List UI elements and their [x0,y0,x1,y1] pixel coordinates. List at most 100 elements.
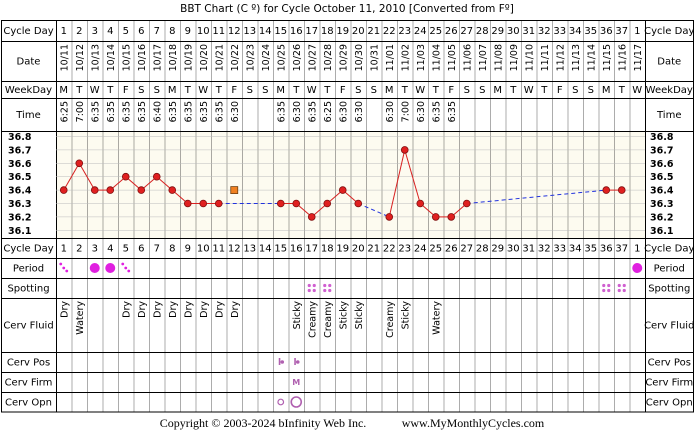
time-cell: 6:35 [121,101,132,122]
row-label-cycle-day-right: Cycle Day [644,244,694,255]
date-cell: 10/21 [214,44,225,71]
cerv-pos-marker [278,358,281,365]
cycle-day-cell-bottom: 36 [600,244,613,255]
weekday-cell: M [493,85,502,96]
cycle-day-cell: 3 [92,26,98,37]
date-cell: 11/12 [555,44,566,71]
weekday-cell: T [432,85,440,96]
spotting-marker [617,283,621,288]
cycle-day-cell-bottom: 34 [569,244,582,255]
weekday-cell: T [618,85,626,96]
temp-point [152,172,161,181]
weekday-cell: T [401,85,409,96]
date-cell: 10/19 [183,44,194,71]
temp-point [431,213,440,221]
cycle-day-cell-bottom: 27 [460,244,473,255]
temp-point [168,186,177,194]
cycle-day-cell: 7 [154,26,160,37]
temp-point [90,186,99,194]
cerv-fluid-cell: Sticky [354,301,365,330]
spotting-marker [307,288,311,293]
row-label-date: Date [17,57,41,68]
cycle-day-cell: 21 [367,26,380,37]
date-cell: 11/04 [431,44,442,71]
cycle-day-cell-bottom: 3 [92,244,98,255]
cycle-day-cell: 11 [212,26,225,37]
date-cell: 10/12 [75,44,86,71]
period-spot-marker [59,262,63,266]
weekday-cell: T [215,85,223,96]
cycle-day-cell-bottom: 17 [305,244,318,255]
spotting-marker [328,288,332,293]
weekday-cell: W [632,85,642,96]
weekday-cell: F [448,85,454,96]
weekday-cell: M [59,85,68,96]
cycle-day-cell-bottom: 33 [553,244,566,255]
date-cell: 11/13 [571,44,582,71]
temp-tick-right: 36.4 [650,186,674,197]
time-cell: 6:30 [385,101,396,122]
time-cell: 6:35 [137,101,148,122]
row-label-cerv-fluid-right: Cerv Fluid [644,321,694,332]
temp-tick-right: 36.2 [650,212,673,223]
period-spot-marker [121,262,125,266]
cycle-day-cell: 14 [259,26,272,37]
time-cell: 6:30 [416,101,427,122]
chart-title: BBT Chart (C º) for Cycle October 11, 20… [180,3,514,15]
cycle-day-cell: 9 [185,26,191,37]
cycle-day-cell: 29 [491,26,504,37]
cycle-day-cell: 27 [460,26,473,37]
cycle-day-cell-bottom: 19 [336,244,349,255]
row-label-cycle-day-right: Cycle Day [644,26,694,37]
date-cell: 10/25 [276,44,287,71]
date-cell: 10/23 [245,44,256,71]
cycle-day-cell: 18 [321,26,334,37]
row-label-cerv-opn-right: Cerv Opn [646,398,693,409]
spotting-marker [323,288,327,293]
cycle-day-cell-bottom: 7 [154,244,160,255]
cycle-day-cell-bottom: 13 [243,244,256,255]
cycle-day-cell: 32 [538,26,551,37]
temp-tick-left: 36.4 [8,186,32,197]
spotting-marker [602,288,606,293]
cycle-day-cell: 31 [522,26,535,37]
row-label-weekday-right: WeekDay [646,85,693,96]
date-cell: 11/15 [602,44,613,71]
footer-site-link[interactable]: www.MyMonthlyCycles.com [402,416,545,430]
weekday-cell: S [262,85,268,96]
weekday-cell: F [557,85,563,96]
cerv-fluid-cell: Creamy [323,301,334,338]
row-label-weekday: WeekDay [5,85,52,96]
cycle-day-cell: 6 [138,26,144,37]
temp-tick-left: 36.1 [8,226,31,237]
row-label-date-right: Date [657,57,681,68]
date-cell: 10/16 [137,44,148,71]
row-label-period: Period [13,264,44,275]
date-cell: 10/27 [307,44,318,71]
period-spot-marker [65,269,69,273]
time-cell: 6:35 [214,101,225,122]
weekday-cell: S [371,85,377,96]
cycle-day-cell-bottom: 28 [476,244,489,255]
cycle-day-cell-bottom: 2 [76,244,82,255]
cycle-day-cell: 35 [584,26,597,37]
row-label-spotting-right: Spotting [648,284,690,295]
time-cell: 6:35 [447,101,458,122]
weekday-cell: F [123,85,129,96]
temp-line-segment [78,163,96,191]
date-cell: 11/14 [586,44,597,71]
weekday-cell: W [90,85,100,96]
cerv-firm-marker: M [292,378,300,387]
temp-line-segment [404,149,421,204]
footer-copyright: Copyright © 2003-2024 bInfinity Web Inc. [160,416,367,430]
cerv-fluid-cell: Dry [183,301,194,318]
weekday-cell: T [540,85,548,96]
weekday-cell: S [479,85,485,96]
date-cell: 10/31 [369,44,380,71]
temp-point [354,199,363,208]
temp-point [447,213,456,221]
spotting-marker [622,283,626,288]
cycle-day-cell-bottom: 37 [615,244,628,255]
